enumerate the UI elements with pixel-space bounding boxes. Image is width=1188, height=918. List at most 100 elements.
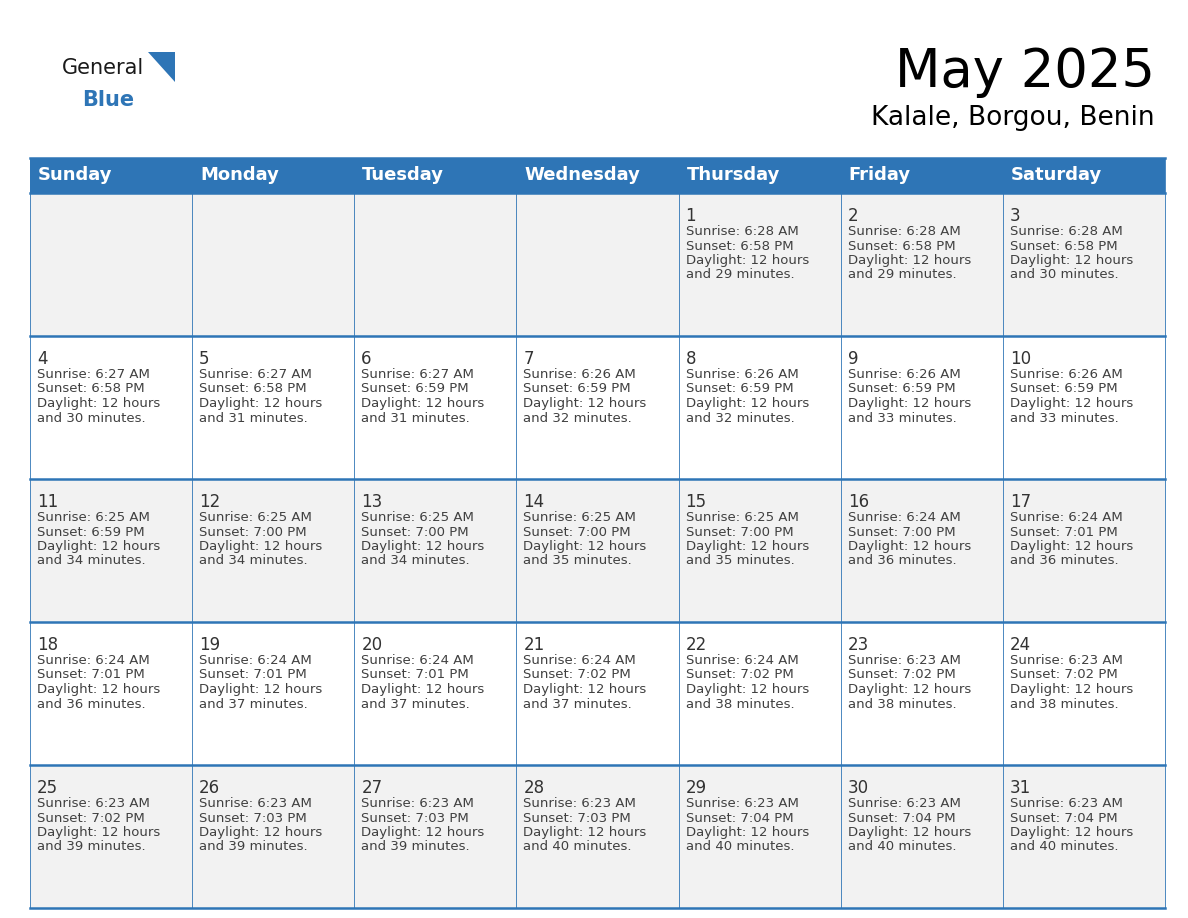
Text: Sunset: 7:01 PM: Sunset: 7:01 PM	[361, 668, 469, 681]
Text: 23: 23	[848, 636, 868, 654]
Text: Sunrise: 6:23 AM: Sunrise: 6:23 AM	[524, 797, 637, 810]
Bar	[1003, 479, 1165, 622]
Text: Daylight: 12 hours: Daylight: 12 hours	[37, 397, 160, 410]
Bar	[354, 479, 517, 622]
Text: Sunrise: 6:23 AM: Sunrise: 6:23 AM	[848, 797, 961, 810]
Text: Sunset: 7:01 PM: Sunset: 7:01 PM	[200, 668, 307, 681]
Text: Daylight: 12 hours: Daylight: 12 hours	[1010, 397, 1133, 410]
Text: Sunset: 7:03 PM: Sunset: 7:03 PM	[200, 812, 307, 824]
Text: Sunset: 6:59 PM: Sunset: 6:59 PM	[848, 383, 955, 396]
Text: and 36 minutes.: and 36 minutes.	[37, 698, 146, 711]
Text: and 40 minutes.: and 40 minutes.	[1010, 841, 1118, 854]
Bar	[30, 193, 192, 336]
Text: and 37 minutes.: and 37 minutes.	[524, 698, 632, 711]
Text: Sunset: 6:59 PM: Sunset: 6:59 PM	[685, 383, 794, 396]
Text: 29: 29	[685, 779, 707, 797]
Bar	[1003, 193, 1165, 336]
Text: Sunset: 6:59 PM: Sunset: 6:59 PM	[37, 525, 145, 539]
Bar	[192, 622, 354, 765]
Text: and 33 minutes.: and 33 minutes.	[848, 411, 956, 424]
Text: Sunrise: 6:25 AM: Sunrise: 6:25 AM	[37, 511, 150, 524]
Bar	[30, 479, 192, 622]
Text: and 37 minutes.: and 37 minutes.	[200, 698, 308, 711]
Text: Sunrise: 6:27 AM: Sunrise: 6:27 AM	[361, 368, 474, 381]
Text: 14: 14	[524, 493, 544, 511]
Text: 31: 31	[1010, 779, 1031, 797]
Text: Daylight: 12 hours: Daylight: 12 hours	[685, 254, 809, 267]
Text: Sunset: 6:59 PM: Sunset: 6:59 PM	[361, 383, 469, 396]
Text: Daylight: 12 hours: Daylight: 12 hours	[200, 826, 322, 839]
Text: Sunset: 6:59 PM: Sunset: 6:59 PM	[524, 383, 631, 396]
Bar	[354, 336, 517, 479]
Bar	[517, 158, 678, 193]
Bar	[354, 158, 517, 193]
Text: Daylight: 12 hours: Daylight: 12 hours	[685, 397, 809, 410]
Text: 6: 6	[361, 350, 372, 368]
Bar	[678, 765, 841, 908]
Text: and 29 minutes.: and 29 minutes.	[685, 268, 795, 282]
Text: Sunset: 7:02 PM: Sunset: 7:02 PM	[848, 668, 955, 681]
Text: Sunrise: 6:26 AM: Sunrise: 6:26 AM	[524, 368, 637, 381]
Text: Daylight: 12 hours: Daylight: 12 hours	[1010, 540, 1133, 553]
Text: General: General	[62, 58, 144, 78]
Bar	[192, 479, 354, 622]
Text: 3: 3	[1010, 207, 1020, 225]
Text: Sunrise: 6:23 AM: Sunrise: 6:23 AM	[1010, 797, 1123, 810]
Text: 10: 10	[1010, 350, 1031, 368]
Text: Sunrise: 6:23 AM: Sunrise: 6:23 AM	[848, 654, 961, 667]
Text: Sunrise: 6:25 AM: Sunrise: 6:25 AM	[200, 511, 312, 524]
Text: Sunset: 6:59 PM: Sunset: 6:59 PM	[1010, 383, 1118, 396]
Bar	[354, 622, 517, 765]
Text: and 38 minutes.: and 38 minutes.	[848, 698, 956, 711]
Polygon shape	[148, 52, 175, 82]
Text: Daylight: 12 hours: Daylight: 12 hours	[361, 826, 485, 839]
Text: Daylight: 12 hours: Daylight: 12 hours	[361, 540, 485, 553]
Text: Sunrise: 6:27 AM: Sunrise: 6:27 AM	[200, 368, 312, 381]
Text: 4: 4	[37, 350, 48, 368]
Bar	[1003, 336, 1165, 479]
Bar	[517, 193, 678, 336]
Text: Sunrise: 6:24 AM: Sunrise: 6:24 AM	[524, 654, 637, 667]
Text: Daylight: 12 hours: Daylight: 12 hours	[524, 397, 646, 410]
Text: Sunset: 7:00 PM: Sunset: 7:00 PM	[361, 525, 469, 539]
Text: Daylight: 12 hours: Daylight: 12 hours	[200, 683, 322, 696]
Text: 15: 15	[685, 493, 707, 511]
Text: 24: 24	[1010, 636, 1031, 654]
Bar	[841, 193, 1003, 336]
Text: Sunrise: 6:23 AM: Sunrise: 6:23 AM	[37, 797, 150, 810]
Text: Sunset: 7:00 PM: Sunset: 7:00 PM	[685, 525, 794, 539]
Bar	[841, 622, 1003, 765]
Text: 2: 2	[848, 207, 859, 225]
Text: 20: 20	[361, 636, 383, 654]
Text: Daylight: 12 hours: Daylight: 12 hours	[37, 826, 160, 839]
Text: Sunrise: 6:24 AM: Sunrise: 6:24 AM	[1010, 511, 1123, 524]
Bar	[192, 765, 354, 908]
Text: Sunrise: 6:27 AM: Sunrise: 6:27 AM	[37, 368, 150, 381]
Text: May 2025: May 2025	[895, 46, 1155, 98]
Text: Friday: Friday	[848, 166, 911, 185]
Text: and 39 minutes.: and 39 minutes.	[200, 841, 308, 854]
Bar	[192, 336, 354, 479]
Bar	[517, 765, 678, 908]
Text: and 34 minutes.: and 34 minutes.	[361, 554, 470, 567]
Text: Sunrise: 6:24 AM: Sunrise: 6:24 AM	[200, 654, 312, 667]
Text: and 37 minutes.: and 37 minutes.	[361, 698, 470, 711]
Text: Sunset: 7:01 PM: Sunset: 7:01 PM	[1010, 525, 1118, 539]
Text: Daylight: 12 hours: Daylight: 12 hours	[685, 826, 809, 839]
Text: Daylight: 12 hours: Daylight: 12 hours	[200, 397, 322, 410]
Text: Daylight: 12 hours: Daylight: 12 hours	[848, 254, 971, 267]
Text: Daylight: 12 hours: Daylight: 12 hours	[1010, 826, 1133, 839]
Text: Sunrise: 6:23 AM: Sunrise: 6:23 AM	[1010, 654, 1123, 667]
Bar	[517, 336, 678, 479]
Text: Daylight: 12 hours: Daylight: 12 hours	[37, 683, 160, 696]
Text: Sunset: 7:00 PM: Sunset: 7:00 PM	[524, 525, 631, 539]
Text: Sunrise: 6:24 AM: Sunrise: 6:24 AM	[361, 654, 474, 667]
Text: Sunrise: 6:25 AM: Sunrise: 6:25 AM	[361, 511, 474, 524]
Text: 13: 13	[361, 493, 383, 511]
Text: 7: 7	[524, 350, 533, 368]
Text: Sunset: 7:02 PM: Sunset: 7:02 PM	[524, 668, 631, 681]
Text: 5: 5	[200, 350, 209, 368]
Bar	[354, 765, 517, 908]
Text: Sunrise: 6:25 AM: Sunrise: 6:25 AM	[524, 511, 637, 524]
Bar	[678, 622, 841, 765]
